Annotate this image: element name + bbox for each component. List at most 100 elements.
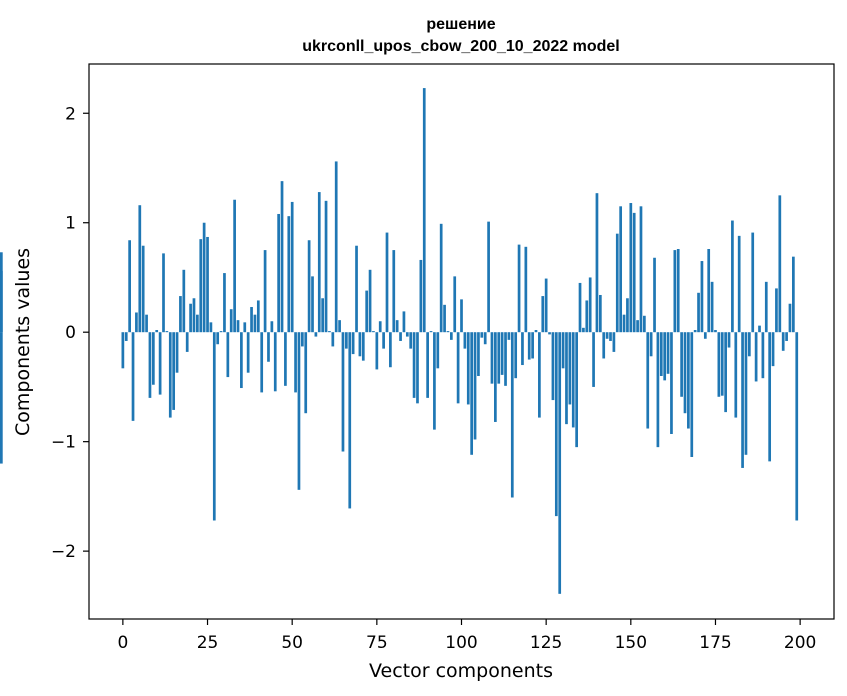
bar	[456, 332, 460, 404]
bar	[480, 332, 484, 338]
bar	[571, 332, 575, 428]
y-axis-label: Components values	[12, 248, 34, 436]
bar	[707, 249, 711, 333]
bar	[771, 332, 775, 367]
bar	[317, 192, 321, 333]
bar	[263, 250, 267, 333]
plot-frame	[88, 63, 835, 620]
bar	[605, 332, 609, 339]
bar	[778, 195, 782, 333]
bar	[155, 330, 159, 333]
bar	[673, 250, 677, 333]
x-tick-label: 150	[615, 633, 647, 653]
bar	[466, 332, 470, 405]
bar	[727, 332, 731, 348]
x-tick-label: 125	[530, 633, 562, 653]
bar	[538, 332, 541, 418]
bar	[341, 332, 345, 452]
bar	[541, 296, 545, 333]
bar	[453, 276, 457, 333]
bar	[405, 332, 409, 337]
bar	[446, 331, 450, 333]
bar	[179, 296, 182, 333]
bar	[361, 332, 365, 361]
bar	[747, 332, 751, 357]
bar	[365, 290, 369, 333]
bar	[551, 332, 555, 401]
bar	[0, 252, 3, 333]
bar	[666, 332, 670, 374]
bar	[284, 332, 287, 386]
bar	[297, 332, 301, 490]
bar	[609, 332, 612, 341]
bar	[389, 332, 392, 368]
bar	[775, 288, 778, 333]
bar	[433, 332, 436, 430]
bar	[663, 332, 667, 381]
bar	[487, 221, 490, 333]
bar	[287, 216, 291, 333]
bar	[598, 294, 602, 333]
bar	[209, 322, 213, 333]
bar	[531, 332, 534, 359]
bar	[141, 245, 145, 333]
bar	[460, 299, 463, 333]
bar	[158, 332, 162, 395]
bar	[483, 332, 487, 345]
x-axis-label: Vector components	[369, 660, 553, 682]
y-tick-label: −1	[51, 433, 76, 453]
bar	[693, 330, 697, 333]
x-tick-label: 175	[699, 633, 731, 653]
bar	[212, 332, 216, 521]
bar	[676, 249, 680, 333]
bar	[670, 332, 673, 434]
bar	[199, 239, 203, 333]
bar	[758, 325, 761, 333]
bar	[510, 332, 514, 498]
bar	[395, 320, 399, 333]
bar	[497, 332, 501, 384]
x-axis-ticks: 0 25 50 75 100 125 150 175 200	[117, 619, 816, 653]
bar	[561, 332, 565, 369]
bar	[477, 332, 480, 376]
bar	[196, 314, 199, 333]
bar	[385, 232, 389, 333]
bar	[372, 331, 375, 333]
bar	[575, 332, 578, 448]
bar	[761, 332, 765, 379]
bar	[131, 332, 135, 421]
bars-group	[0, 88, 799, 594]
bar	[720, 332, 724, 396]
bar	[219, 331, 223, 333]
bar	[554, 332, 558, 517]
bar	[165, 331, 169, 333]
bar	[375, 332, 379, 370]
bar	[290, 201, 294, 333]
bar	[307, 240, 311, 333]
chart-title-line-1: решение	[426, 16, 495, 33]
bar	[653, 257, 656, 333]
bar	[636, 320, 639, 333]
bar	[138, 205, 142, 333]
bar	[253, 314, 257, 333]
bar	[128, 240, 131, 333]
bar	[585, 300, 589, 333]
bar	[795, 332, 799, 521]
bar	[338, 320, 341, 333]
bar	[226, 332, 230, 378]
bar	[565, 332, 568, 425]
bar	[185, 332, 189, 352]
bar	[148, 332, 152, 398]
bar	[643, 315, 646, 333]
bar	[240, 332, 243, 389]
bar	[168, 332, 172, 418]
y-tick-label: 2	[65, 104, 76, 124]
bar	[680, 332, 683, 397]
bar	[514, 332, 518, 379]
bar	[328, 331, 331, 333]
bar	[392, 250, 396, 333]
bar	[416, 332, 419, 404]
bar	[612, 332, 616, 352]
bar	[399, 332, 402, 341]
x-tick-label: 75	[366, 633, 388, 653]
